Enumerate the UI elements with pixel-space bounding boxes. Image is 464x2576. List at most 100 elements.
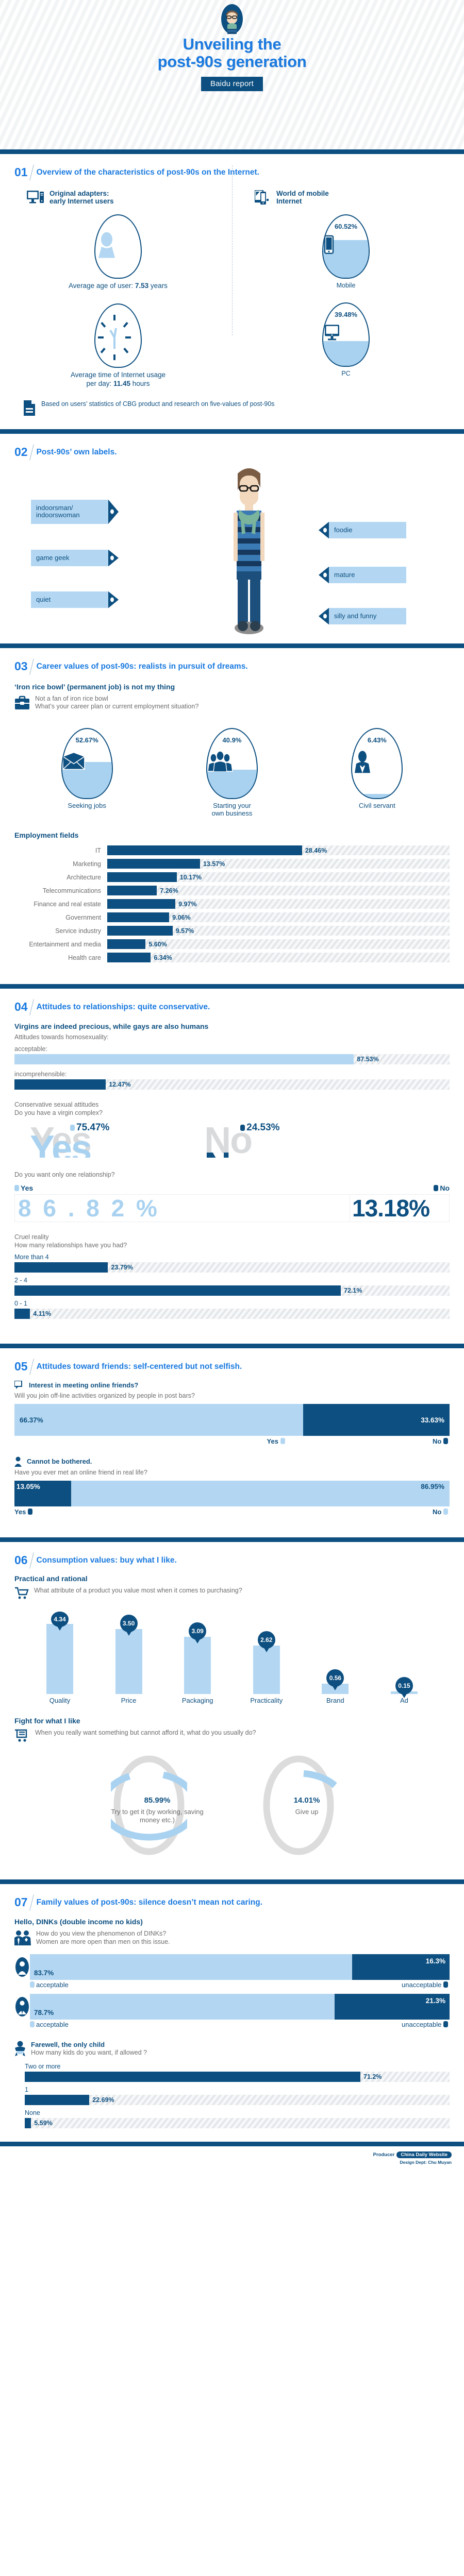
virgins-heading: Virgins are indeed precious, while gays … — [14, 1022, 209, 1031]
two-to-four-track: 72.1% — [14, 1285, 450, 1296]
row-value: 7.26% — [160, 887, 178, 894]
only-child-texts: Farewell, the only child How many kids d… — [31, 2041, 147, 2057]
career-plan-charts: 52.67% Seeking jobs 40.9% — [14, 719, 450, 818]
row-fill — [107, 859, 200, 869]
pc-share-pct: 39.48% — [334, 311, 358, 319]
vbar-practicality-value: 2.62 — [257, 1631, 275, 1649]
legend-no-label: No — [440, 1183, 450, 1192]
no-kids-fill — [25, 2117, 31, 2128]
row-value: 6.34% — [154, 954, 172, 961]
early-adopters-heading: Original adapters: early Internet users — [14, 190, 222, 205]
cruel-reality-question: Cruel reality How many relationships hav… — [14, 1233, 450, 1249]
career-plan-seeking-jobs: 52.67% Seeking jobs — [46, 719, 128, 818]
table-row: Marketing 13.57% — [14, 859, 450, 869]
zero-to-one-fill — [14, 1308, 30, 1319]
label-foodie: foodie — [319, 521, 406, 539]
row-value: 13.57% — [203, 860, 225, 868]
legend-unacceptable-women: unacceptable — [402, 1981, 450, 1989]
virgin-complex-q-line2: Do you have a virgin complex? — [14, 1109, 103, 1116]
offline-activities-question: Will you join off-line activities organi… — [14, 1392, 195, 1399]
section-06-number: 06 — [14, 1554, 32, 1566]
offline-yes-bar: 66.37% — [14, 1404, 304, 1436]
legend-acceptable-label-2: acceptable — [36, 2020, 69, 2028]
own-business-fill — [207, 770, 257, 799]
shopping-cart-list-icon — [14, 1729, 30, 1742]
vbar-brand-value: 0.56 — [326, 1669, 344, 1687]
section-03-header: 03 Career values of post-90s: realists i… — [14, 648, 450, 672]
businessman-icon — [352, 751, 402, 773]
acceptable-label: acceptable: — [14, 1045, 47, 1053]
men-dinks-legend: acceptable unacceptable — [30, 2021, 450, 2028]
vbar-quality-value: 4.34 — [51, 1612, 69, 1627]
section-07-number: 07 — [14, 1896, 32, 1908]
virgin-complex-q-line1: Conservative sexual attitudes — [14, 1101, 99, 1109]
one-relationship-legend: Yes No — [14, 1184, 450, 1192]
divider-bar-4 — [0, 984, 464, 989]
virgin-no-block: No No 24.53% — [204, 1122, 279, 1159]
employment-fields-heading: Employment fields — [14, 831, 79, 840]
section-02-title: Post-90s’ own labels. — [36, 447, 117, 456]
legend-unacceptable-label-2: unacceptable — [402, 2020, 442, 2028]
row-fill — [107, 872, 177, 883]
section-02: 02 Post-90s’ own labels. — [0, 434, 464, 641]
career-question: Not a fan of iron rice bowl What’s your … — [35, 695, 198, 711]
table-row: Health care 6.34% — [14, 953, 450, 963]
section-03-number: 03 — [14, 660, 32, 672]
person-icon — [14, 1456, 22, 1467]
career-question-line2: What’s your career plan or current emplo… — [35, 703, 199, 710]
producer-label: Producer — [373, 2151, 395, 2158]
women-unacceptable-bar: 16.3% — [352, 1954, 450, 1980]
divider-bar-7 — [0, 1879, 464, 1885]
incomprehensible-value: 12.47% — [109, 1081, 131, 1089]
divider-bar-3 — [0, 643, 464, 648]
cruel-reality-line1: Cruel reality — [14, 1233, 49, 1241]
more-than-4-fill — [14, 1262, 108, 1273]
report-badge: Baidu report — [201, 77, 263, 91]
avg-age-egg — [94, 214, 142, 279]
civil-servant-label: Civil servant — [358, 802, 395, 810]
ring-chart-85 — [111, 1755, 187, 1855]
section-07: 07 Family values of post-90s: silence do… — [0, 1884, 464, 2128]
vbar-packaging-bar — [184, 1637, 211, 1694]
baby-icon — [14, 2041, 26, 2056]
row-track: 9.06% — [107, 912, 450, 923]
ring-try-label: Try to get it (by working, saving money … — [111, 1808, 204, 1824]
table-row: Telecommunications 7.26% — [14, 886, 450, 896]
divider-bar-6 — [0, 1537, 464, 1543]
user-icon — [95, 231, 141, 260]
table-row: Entertainment and media 5.60% — [14, 939, 450, 950]
label-quiet-text: quiet — [36, 595, 51, 603]
legend-yes: Yes — [14, 1184, 33, 1192]
own-business-pct: 40.9% — [222, 736, 242, 744]
source-note-row: Based on users’ statistics of CBG produc… — [24, 400, 450, 416]
section-01-number: 01 — [14, 166, 32, 178]
tag-notch — [319, 521, 329, 539]
row-value: 5.60% — [148, 940, 167, 948]
row-label: Telecommunications — [42, 887, 101, 894]
own-business-label: Starting your own business — [211, 802, 253, 818]
monitor-icon — [323, 324, 369, 342]
row-label: Entertainment and media — [29, 940, 101, 948]
dinks-heading: Hello, DINKs (double income no kids) — [14, 1918, 143, 1926]
vbar-price-label: Price — [121, 1697, 137, 1705]
section-06: 06 Consumption values: buy what I like. … — [0, 1542, 464, 1857]
mobile-world-heading: World of mobile Internet — [242, 190, 450, 205]
tablet-phone-icon — [255, 190, 271, 205]
pin-icon — [443, 1438, 448, 1444]
incomprehensible-label: incomprehensible: — [14, 1071, 67, 1078]
career-plan-own-business: 40.9% Starting your own business — [191, 719, 273, 818]
tag-notch — [319, 566, 329, 584]
yes-word-fill: Yes — [30, 1132, 91, 1158]
civil-servant-fill — [352, 793, 402, 799]
virgin-no-pct-value: 24.53% — [246, 1122, 280, 1133]
seeking-jobs-label: Seeking jobs — [68, 802, 106, 810]
acceptable-value: 87.53% — [357, 1056, 379, 1063]
tag-notch — [319, 607, 329, 625]
legend-acceptable-women: acceptable — [30, 1981, 69, 1989]
met-no-label: No — [433, 1508, 442, 1516]
people-group-icon — [207, 751, 257, 772]
table-row: Architecture 10.17% — [14, 872, 450, 883]
offline-no-label: No — [433, 1437, 442, 1445]
met-yes-label: Yes — [14, 1508, 26, 1516]
vbar-packaging-label: Packaging — [181, 1697, 213, 1705]
